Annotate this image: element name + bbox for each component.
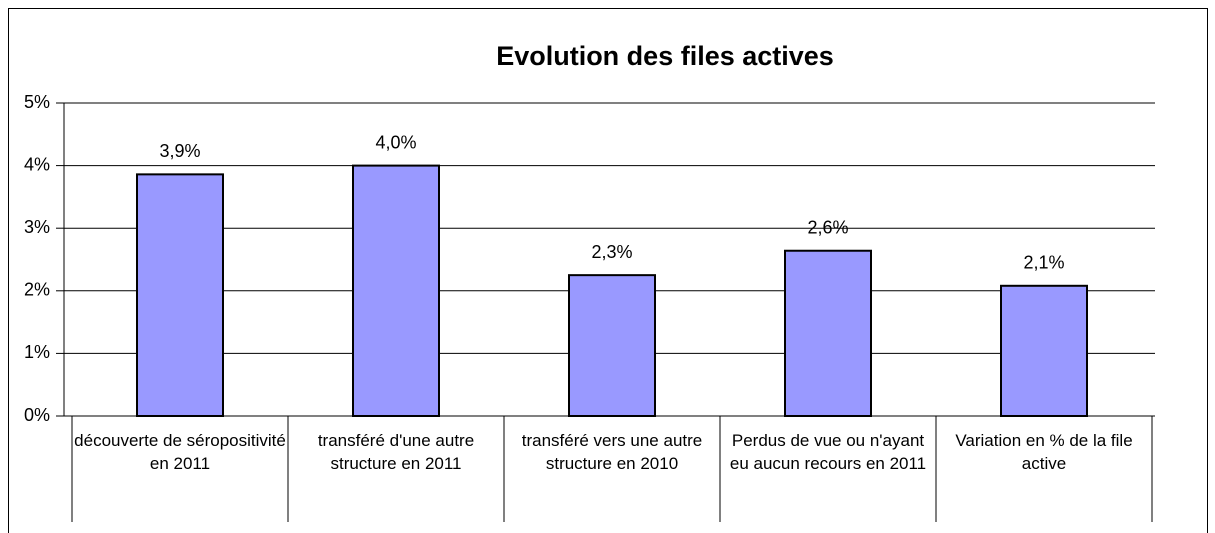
y-tick-label: 1% bbox=[24, 342, 50, 362]
x-tick-label: Perdus de vue ou n'ayant eu aucun recour… bbox=[729, 431, 927, 473]
bar bbox=[1000, 284, 1088, 417]
chart-title: Evolution des files actives bbox=[496, 41, 834, 71]
bar bbox=[352, 164, 440, 417]
frame bbox=[8, 8, 1208, 533]
y-tick-label: 3% bbox=[24, 217, 50, 237]
y-tick-label: 4% bbox=[24, 154, 50, 174]
bar bbox=[784, 249, 872, 417]
bar bbox=[568, 274, 656, 417]
data-label: 2,1% bbox=[1023, 253, 1064, 273]
y-tick-label: 2% bbox=[24, 280, 50, 300]
bar bbox=[136, 173, 224, 417]
y-tick-label: 0% bbox=[24, 405, 50, 425]
data-label: 2,3% bbox=[591, 242, 632, 262]
x-tick-label: transféré vers une autre structure en 20… bbox=[521, 431, 703, 473]
data-label: 4,0% bbox=[375, 132, 416, 152]
y-tick-label: 5% bbox=[24, 92, 50, 112]
data-label: 3,9% bbox=[159, 141, 200, 161]
data-label: 2,6% bbox=[807, 217, 848, 237]
x-tick-label: Variation en % de la file active bbox=[955, 431, 1133, 473]
x-tick-label: transféré d'une autre structure en 2011 bbox=[317, 431, 475, 473]
x-tick-label: découverte de séropositivité en 2011 bbox=[74, 431, 286, 473]
